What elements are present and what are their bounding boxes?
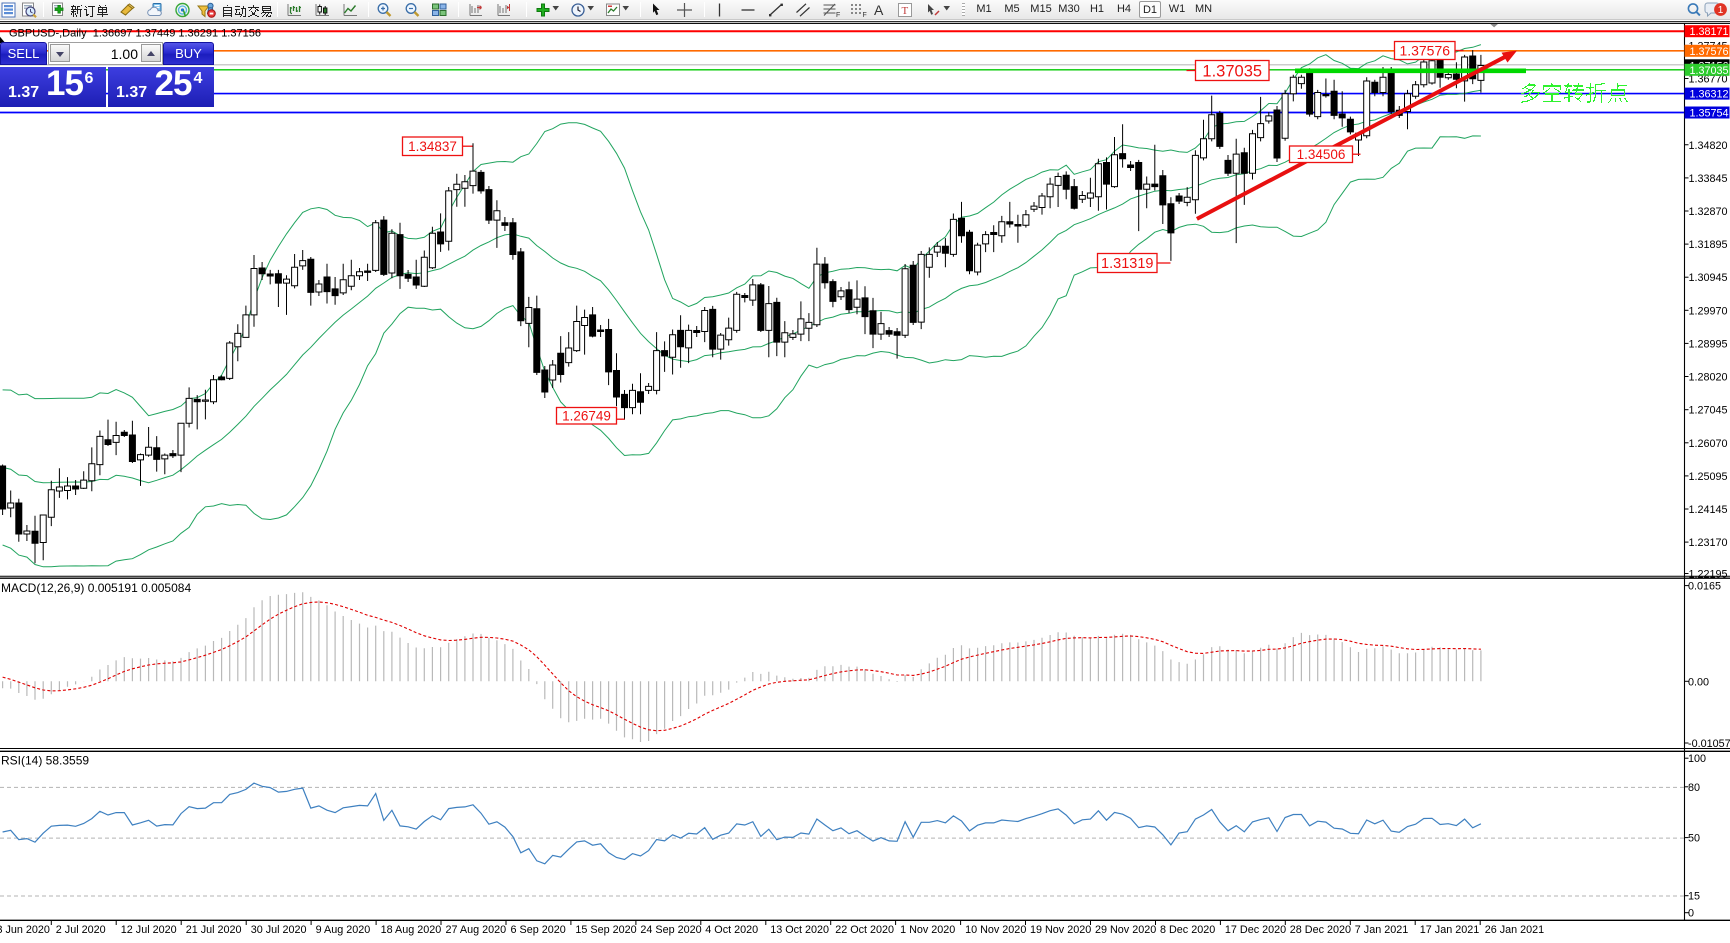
- svg-text:1.32870: 1.32870: [1689, 206, 1728, 218]
- svg-text:27 Aug 2020: 27 Aug 2020: [446, 924, 507, 936]
- svg-text:1.31319: 1.31319: [1101, 256, 1153, 272]
- svg-text:80: 80: [1688, 782, 1700, 794]
- svg-text:1.37035: 1.37035: [1690, 65, 1729, 77]
- svg-text:F: F: [863, 12, 867, 18]
- svg-text:1.25095: 1.25095: [1689, 471, 1728, 483]
- svg-text:1.34506: 1.34506: [1297, 147, 1346, 162]
- svg-text:A: A: [874, 2, 884, 18]
- svg-text:MACD(12,26,9) 0.005191 0.00508: MACD(12,26,9) 0.005191 0.005084: [1, 581, 191, 595]
- svg-text:0.0165: 0.0165: [1688, 581, 1721, 593]
- svg-text:4 Oct 2020: 4 Oct 2020: [705, 924, 758, 936]
- svg-text:1.23170: 1.23170: [1689, 537, 1728, 549]
- svg-text:1.38171: 1.38171: [1690, 26, 1729, 38]
- svg-text:1.22195: 1.22195: [1689, 569, 1728, 581]
- svg-text:22 Oct 2020: 22 Oct 2020: [835, 924, 894, 936]
- svg-text:21 Jul 2020: 21 Jul 2020: [186, 924, 242, 936]
- svg-text:1.37576: 1.37576: [1690, 46, 1729, 58]
- svg-text:T: T: [902, 5, 909, 17]
- svg-text:1.31895: 1.31895: [1689, 239, 1728, 251]
- svg-text:1.34837: 1.34837: [408, 139, 457, 154]
- svg-text:1.37035: 1.37035: [1202, 62, 1262, 80]
- svg-text:30 Jul 2020: 30 Jul 2020: [251, 924, 307, 936]
- svg-text:7 Jan 2021: 7 Jan 2021: [1355, 924, 1408, 936]
- svg-text:1 Nov 2020: 1 Nov 2020: [900, 924, 955, 936]
- svg-text:1.35754: 1.35754: [1690, 108, 1729, 120]
- svg-text:1.33845: 1.33845: [1689, 173, 1728, 185]
- svg-text:15: 15: [1688, 891, 1700, 903]
- svg-text:0.00: 0.00: [1688, 676, 1709, 688]
- svg-text:1.26749: 1.26749: [562, 409, 611, 424]
- svg-text:GBPUSD-,Daily 1.36697 1.37449: GBPUSD-,Daily 1.36697 1.37449 1.36291 1.…: [9, 28, 261, 40]
- svg-text:28 Dec 2020: 28 Dec 2020: [1290, 924, 1351, 936]
- svg-text:1: 1: [1718, 5, 1724, 16]
- svg-text:50: 50: [1688, 833, 1700, 845]
- svg-text:19 Nov 2020: 19 Nov 2020: [1030, 924, 1091, 936]
- svg-text:100: 100: [1688, 753, 1706, 765]
- svg-text:1.34820: 1.34820: [1689, 140, 1728, 152]
- svg-text:29 Nov 2020: 29 Nov 2020: [1095, 924, 1156, 936]
- svg-text:1.26070: 1.26070: [1689, 438, 1728, 450]
- svg-text:1.29970: 1.29970: [1689, 305, 1728, 317]
- svg-text:24 Sep 2020: 24 Sep 2020: [640, 924, 701, 936]
- svg-text:1.28995: 1.28995: [1689, 338, 1728, 350]
- svg-text:17 Dec 2020: 17 Dec 2020: [1225, 924, 1286, 936]
- svg-text:1.30945: 1.30945: [1689, 272, 1728, 284]
- svg-text:6 Sep 2020: 6 Sep 2020: [511, 924, 566, 936]
- svg-text:1.24145: 1.24145: [1689, 504, 1728, 516]
- svg-text:RSI(14) 58.3559: RSI(14) 58.3559: [1, 754, 89, 768]
- svg-text:26 Jan 2021: 26 Jan 2021: [1485, 924, 1544, 936]
- svg-text:10 Nov 2020: 10 Nov 2020: [965, 924, 1026, 936]
- svg-text:12 Jul 2020: 12 Jul 2020: [121, 924, 177, 936]
- svg-text:0: 0: [1688, 908, 1694, 920]
- svg-text:F: F: [836, 12, 840, 18]
- svg-text:18 Aug 2020: 18 Aug 2020: [381, 924, 442, 936]
- svg-text:15 Sep 2020: 15 Sep 2020: [575, 924, 636, 936]
- svg-text:17 Jan 2021: 17 Jan 2021: [1420, 924, 1479, 936]
- svg-text:13 Oct 2020: 13 Oct 2020: [770, 924, 829, 936]
- svg-text:2 Jul 2020: 2 Jul 2020: [56, 924, 106, 936]
- svg-text:1.36770: 1.36770: [1689, 74, 1728, 86]
- svg-text:8 Dec 2020: 8 Dec 2020: [1160, 924, 1215, 936]
- svg-text:1.36312: 1.36312: [1690, 89, 1729, 101]
- svg-text:1.28020: 1.28020: [1689, 372, 1728, 384]
- svg-text:23 Jun 2020: 23 Jun 2020: [0, 924, 50, 936]
- svg-text:9 Aug 2020: 9 Aug 2020: [316, 924, 371, 936]
- svg-text:1.37576: 1.37576: [1399, 43, 1450, 59]
- svg-text:1.27045: 1.27045: [1689, 405, 1728, 417]
